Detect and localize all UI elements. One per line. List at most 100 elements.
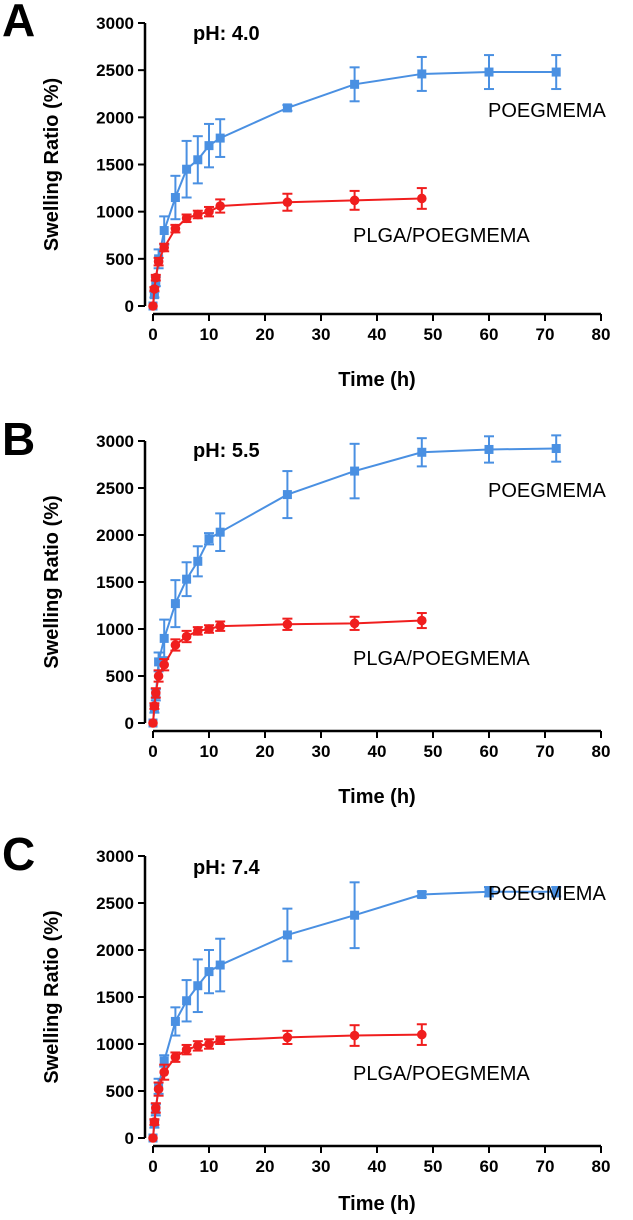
y-tick-label: 1500	[96, 156, 134, 175]
data-point-circle	[153, 1084, 164, 1094]
data-point-circle	[149, 701, 160, 711]
data-point-square	[484, 887, 494, 897]
data-point-circle	[215, 621, 225, 631]
x-tick-label: 0	[148, 1157, 157, 1176]
data-point-circle	[148, 1133, 158, 1143]
y-tick-label: 0	[125, 1129, 134, 1148]
data-point-square	[484, 444, 494, 454]
series-label: POEGMEMA	[488, 480, 606, 502]
x-tick-label: 70	[536, 325, 555, 344]
data-point-circle	[193, 209, 203, 220]
data-point-square	[350, 910, 360, 920]
x-tick-label: 0	[148, 325, 157, 344]
x-tick-label: 30	[312, 325, 331, 344]
data-point-square	[204, 534, 214, 544]
series-poegmema	[148, 54, 562, 311]
data-point-circle	[151, 272, 161, 283]
data-point-circle	[349, 195, 360, 206]
series-label: PLGA/POEGMEMA	[353, 225, 530, 247]
data-point-circle	[349, 1030, 360, 1041]
series-line	[152, 619, 422, 724]
x-tick-label: 30	[312, 742, 331, 761]
x-tick-label: 20	[256, 1157, 275, 1176]
data-point-square	[182, 164, 192, 174]
data-point-square	[170, 1016, 180, 1026]
y-tick-label: 2500	[96, 894, 134, 913]
series-label: PLGA/POEGMEMA	[353, 648, 530, 670]
x-tick-label: 0	[148, 742, 157, 761]
data-point-square	[282, 103, 292, 113]
x-tick-label: 60	[480, 1157, 499, 1176]
x-tick-label: 40	[368, 1157, 387, 1176]
y-tick-label: 500	[106, 250, 134, 269]
data-point-circle	[149, 1117, 160, 1127]
y-tick-label: 1500	[96, 573, 134, 592]
y-tick-label: 2000	[96, 941, 134, 960]
data-point-square	[215, 133, 225, 143]
x-tick-label: 80	[592, 1157, 611, 1176]
data-point-circle	[159, 1067, 169, 1077]
data-point-square	[182, 574, 192, 584]
x-tick-label: 10	[200, 325, 219, 344]
x-tick-label: 40	[368, 742, 387, 761]
data-point-circle	[153, 671, 164, 681]
x-tick-label: 50	[424, 325, 443, 344]
series-label: POEGMEMA	[488, 100, 606, 122]
ph-annotation: pH: 4.0	[193, 23, 260, 45]
x-axis-title: Time (h)	[338, 1193, 415, 1215]
data-point-square	[417, 890, 427, 900]
data-point-square	[182, 996, 192, 1006]
data-point-circle	[159, 659, 169, 670]
panel-letter: B	[2, 413, 35, 465]
data-point-circle	[181, 1044, 192, 1055]
y-tick-label: 2000	[96, 108, 134, 127]
data-point-circle	[170, 640, 181, 650]
x-tick-label: 50	[424, 1157, 443, 1176]
y-tick-label: 0	[125, 714, 134, 733]
data-point-square	[350, 466, 360, 476]
data-point-square	[215, 960, 225, 970]
data-point-square	[154, 657, 164, 667]
x-tick-label: 80	[592, 742, 611, 761]
series-poegmema	[148, 881, 562, 1143]
data-point-circle	[151, 688, 161, 698]
data-point-square	[551, 67, 561, 77]
y-tick-label: 2000	[96, 526, 134, 545]
y-tick-label: 3000	[96, 847, 134, 866]
x-tick-label: 70	[536, 1157, 555, 1176]
x-tick-label: 10	[200, 1157, 219, 1176]
y-tick-label: 1000	[96, 1035, 134, 1054]
y-tick-label: 1000	[96, 620, 134, 639]
data-point-square	[193, 981, 203, 991]
x-tick-label: 60	[480, 325, 499, 344]
y-tick-label: 2500	[96, 61, 134, 80]
x-tick-label: 60	[480, 742, 499, 761]
data-point-square	[193, 155, 203, 165]
data-point-square	[282, 930, 292, 940]
data-point-square	[417, 447, 427, 457]
y-tick-label: 3000	[96, 14, 134, 33]
data-point-square	[350, 79, 360, 89]
data-point-square	[215, 527, 225, 537]
data-point-square	[551, 444, 561, 454]
data-point-square	[159, 633, 169, 643]
x-tick-label: 20	[256, 325, 275, 344]
data-point-circle	[148, 718, 158, 728]
x-tick-label: 40	[368, 325, 387, 344]
data-point-circle	[149, 284, 160, 294]
panel-letter: A	[2, 0, 35, 46]
data-point-circle	[349, 618, 360, 629]
data-point-circle	[282, 197, 293, 208]
y-tick-label: 1500	[96, 988, 134, 1007]
data-point-square	[417, 69, 427, 79]
data-point-square	[193, 556, 203, 566]
data-point-circle	[215, 1035, 225, 1046]
y-tick-label: 500	[106, 1082, 134, 1101]
y-tick-label: 2500	[96, 479, 134, 498]
data-point-circle	[417, 1029, 427, 1040]
data-point-square	[170, 599, 180, 609]
x-tick-label: 50	[424, 742, 443, 761]
